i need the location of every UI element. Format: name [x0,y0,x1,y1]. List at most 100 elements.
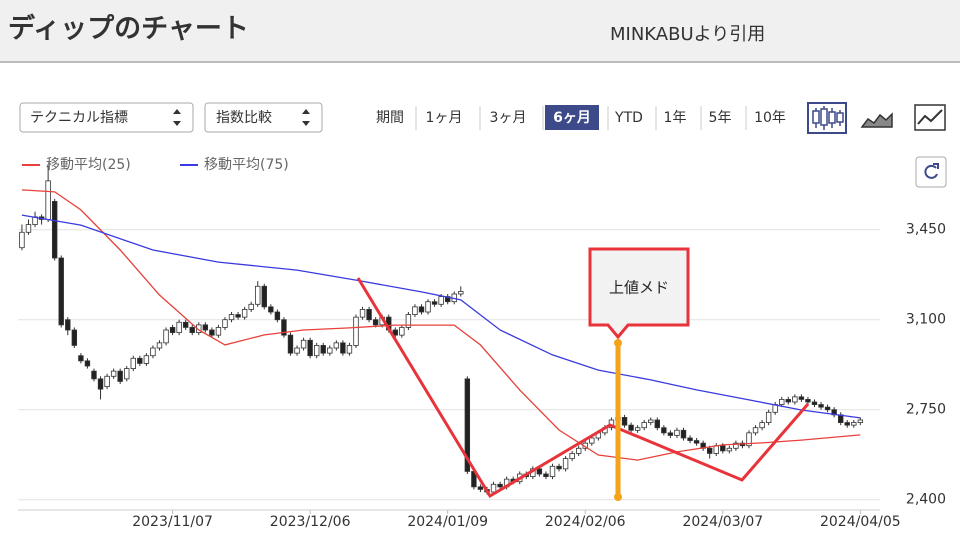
target-dot [614,339,622,347]
candle-body [333,342,340,349]
y-tick-label: 2,400 [906,492,946,508]
refresh-icon [924,164,938,179]
candle-body [412,306,418,315]
candle-body [851,422,857,426]
candle-body [628,424,634,431]
candle-body [163,329,169,344]
period-button[interactable]: 6ヶ月 [553,110,591,126]
candle-body [300,339,307,349]
period-button[interactable]: YTD [614,110,643,126]
candle-body [137,357,143,364]
candle-body [405,314,412,328]
candle-body [857,419,864,423]
candle-body [366,309,372,321]
legend-label: 移動平均(25) [46,157,131,173]
candle-body [189,327,195,333]
candle-body [78,355,84,362]
candle-body [215,327,222,336]
candle-body [392,329,398,336]
candle-body [634,427,641,431]
candle-body [176,321,182,333]
candle-body [313,345,320,357]
refresh-button[interactable] [915,156,947,188]
candle-body [569,453,575,459]
candle-body [549,465,556,477]
candle-body [779,399,785,405]
dropdown-box[interactable] [19,102,194,133]
candle-body [248,303,254,310]
header-band [0,0,960,62]
candle-body [648,419,654,423]
candle-body [824,406,831,411]
candle-body [130,357,136,369]
candle-body [156,342,163,349]
candle-body [327,347,333,354]
candle-body [150,347,156,357]
candle-body [399,327,405,336]
candle-body [104,375,110,387]
candle-body [464,378,471,472]
area-icon[interactable] [860,112,893,128]
candle-body [110,370,117,377]
period-button[interactable]: 5年 [709,110,732,126]
candle-body [792,396,798,403]
candle-body [117,370,123,382]
x-tick-label: 2023/11/07 [132,514,213,530]
refresh-box[interactable] [915,156,947,188]
candle-body [372,319,379,326]
candle-body [589,437,595,444]
dropdown[interactable]: テクニカル指標 [19,102,194,133]
candle-body [294,347,300,354]
candle-body [654,419,660,429]
dropdown-arrow [173,109,181,126]
candle-body [680,429,687,439]
plot [19,165,864,495]
candle-body [222,319,228,328]
candle-body [575,447,582,454]
period-buttons: 期間 1ヶ月 3ヶ月 6ヶ月 YTD 1年 5年 10年 [376,105,786,130]
candle-body [458,291,464,295]
candle-body [340,342,346,354]
candle-body [438,296,444,305]
line-icon-frame[interactable] [914,104,946,131]
candle-body [25,224,32,233]
candle-body [65,319,71,331]
dropdown-label[interactable]: 指数比較 [216,110,272,126]
callout [588,247,690,340]
dropdown-box[interactable] [204,102,323,133]
candle-body [556,465,562,470]
candle-body [209,329,215,336]
x-tick-label: 2024/01/09 [407,514,488,530]
candle-body [124,368,130,380]
candle-body [97,378,104,390]
candle-body [353,316,359,346]
candle-body [418,306,425,313]
dropdown[interactable]: 指数比較 [204,102,323,133]
candle-body [543,473,549,477]
candle-body [182,321,189,328]
period-button[interactable]: 3ヶ月 [490,110,527,126]
period-button[interactable]: 10年 [754,110,786,126]
period-button[interactable]: 1ヶ月 [426,110,463,126]
legend-label: 移動平均(75) [204,157,289,173]
candle-body [785,399,791,403]
candle-body [320,345,326,354]
candle-body [733,442,739,449]
candle-body [274,311,281,321]
candle-body [720,445,726,452]
dropdown-label[interactable]: テクニカル指標 [30,110,128,126]
candle-body [641,422,647,429]
candle-body [621,417,628,426]
candle-body [713,445,719,454]
y-tick-label: 3,100 [906,312,946,328]
candle-body [536,468,543,475]
period-button[interactable]: 1年 [664,110,687,126]
moving-average-line [21,189,861,461]
candle-icon [812,108,844,126]
candle-body [307,339,313,357]
x-tick-label: 2024/04/05 [820,514,901,530]
candle-body [261,285,267,308]
candle-body [91,370,97,380]
grid: 2,400 2,750 3,100 3,450 2023/11/07 2023/12/06… [18,222,946,530]
